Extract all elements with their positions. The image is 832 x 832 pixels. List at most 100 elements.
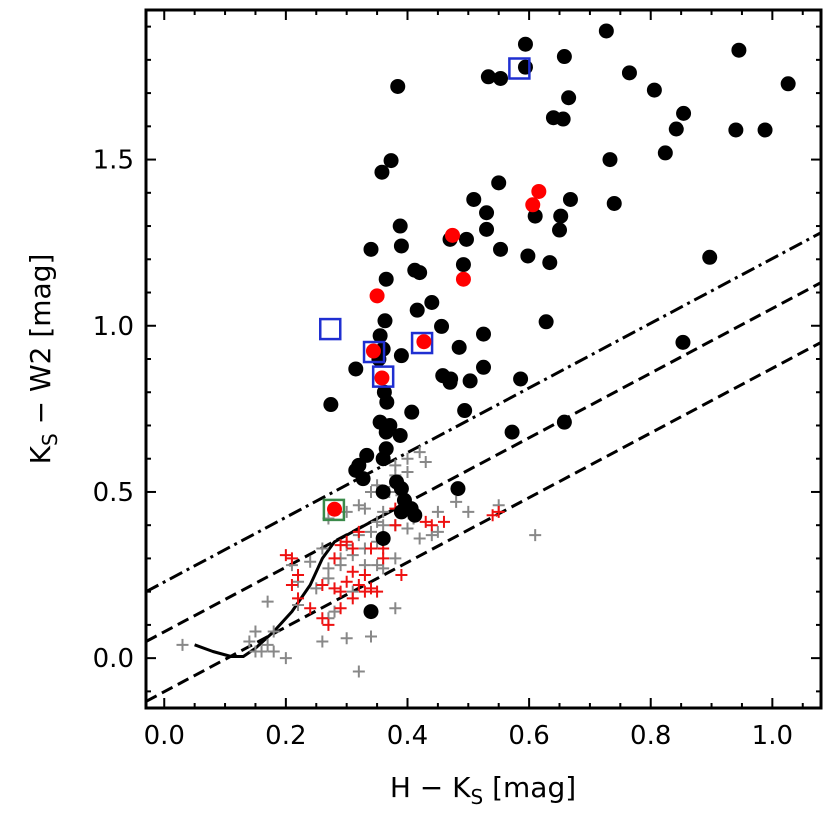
grey-crosses-point — [249, 625, 262, 638]
grey-crosses-point — [371, 515, 384, 528]
red-crosses-point — [486, 509, 499, 522]
black-sources-point — [476, 359, 491, 375]
y-tick-label: 1.0 — [93, 312, 134, 342]
red-crosses-point — [352, 525, 365, 538]
red-crosses-point — [389, 519, 402, 532]
grey-crosses-point — [365, 485, 377, 498]
black-sources-point — [731, 42, 747, 58]
black-sources-point — [323, 397, 339, 413]
red-crosses-point — [395, 569, 408, 582]
black-sources-point — [556, 49, 572, 65]
black-sources-point — [538, 314, 554, 330]
black-sources-point — [374, 164, 390, 180]
red-crosses-point — [334, 539, 347, 552]
black-sources-point — [455, 257, 471, 273]
grey-crosses-point — [401, 466, 414, 479]
black-sources-point — [491, 175, 507, 191]
y-axis-label: KS − W2 [mag] — [24, 254, 62, 465]
grey-crosses-point — [255, 645, 268, 658]
plot-frame — [144, 8, 823, 710]
grey-crosses-point — [389, 459, 402, 472]
x-axis-label-tail: [mag] — [483, 771, 576, 804]
black-sources-point — [451, 339, 467, 355]
black-sources-point — [553, 208, 569, 224]
grey-crosses-point — [389, 602, 402, 615]
black-sources-point — [393, 504, 409, 520]
blue-squared-sources-marker — [371, 365, 395, 388]
grey-crosses-point — [340, 505, 353, 518]
red-crosses-point — [365, 582, 377, 595]
grey-crosses-point — [358, 502, 371, 515]
black-sources-point — [479, 221, 495, 237]
black-sources-point — [383, 153, 399, 169]
red-crosses-point — [346, 565, 359, 578]
black-sources-point — [404, 404, 420, 420]
red-crosses-point — [316, 612, 329, 625]
black-sources-point — [466, 191, 482, 207]
red-crosses-point — [334, 602, 347, 615]
black-sources-point — [363, 241, 379, 257]
black-sources-point — [363, 604, 379, 620]
green-squared-source-marker — [322, 498, 346, 522]
black-sources-point — [702, 249, 718, 265]
black-sources-point — [780, 76, 796, 92]
red-crosses-point — [492, 505, 505, 518]
y-tick-label: 0.5 — [93, 478, 134, 508]
black-sources-point — [493, 70, 509, 86]
grey-crosses-point — [371, 559, 384, 572]
red-crosses-point — [437, 515, 450, 528]
black-sources-point — [457, 403, 473, 419]
black-sources-point — [462, 373, 478, 389]
black-sources-point — [646, 82, 662, 98]
red-crosses-point — [292, 569, 305, 582]
grey-crosses-point — [316, 635, 329, 648]
black-sources-point — [606, 195, 622, 211]
red-crosses-point — [279, 549, 292, 562]
black-sources-point — [379, 394, 395, 410]
black-sources-point — [676, 105, 692, 121]
red-crosses-point — [292, 592, 305, 605]
grey-crosses-point — [413, 446, 426, 459]
grey-crosses-point — [431, 525, 444, 538]
axis-ticks-layer — [146, 10, 821, 708]
red-sources-point — [525, 197, 541, 213]
red-sources-point — [531, 183, 547, 199]
grey-crosses-point — [261, 595, 274, 608]
black-sources-point — [458, 231, 474, 247]
x-axis-label-sub: S — [471, 785, 484, 809]
x-tick-label: 0.6 — [508, 721, 549, 751]
x-tick-label: 0.2 — [265, 721, 306, 751]
red-crosses-point — [328, 582, 341, 595]
line-dash-dot-reference — [146, 231, 821, 594]
y-tick-label: 1.5 — [93, 146, 134, 176]
data-points-layer — [176, 23, 796, 678]
red-crosses-point — [304, 602, 317, 615]
red-crosses-point — [334, 585, 347, 598]
red-crosses-point — [346, 542, 359, 555]
grey-crosses-point — [316, 542, 329, 555]
black-sources-point — [757, 122, 773, 138]
black-sources-point — [504, 424, 520, 440]
red-crosses-point — [365, 542, 377, 555]
blue-squared-sources-marker — [410, 331, 434, 355]
black-sources-point — [372, 328, 388, 344]
black-sources-point — [668, 121, 684, 137]
grey-crosses-point — [243, 635, 256, 648]
black-sources-point — [602, 152, 618, 168]
reference-lines-layer — [146, 231, 821, 703]
red-sources-point — [374, 370, 390, 386]
blue-squared-sources-marker — [508, 57, 531, 80]
red-crosses-point — [285, 552, 298, 565]
black-sources-point — [517, 36, 533, 52]
red-crosses-point — [316, 579, 329, 592]
black-sources-point — [407, 507, 423, 523]
red-sources-point — [365, 343, 381, 359]
grey-crosses-point — [389, 552, 402, 565]
red-sources-point — [444, 227, 460, 243]
grey-crosses-point — [529, 529, 542, 542]
black-sources-point — [728, 122, 744, 138]
red-sources-point — [416, 334, 432, 350]
red-crosses-point — [352, 579, 365, 592]
black-sources-point — [393, 348, 409, 364]
red-crosses-point — [358, 585, 371, 598]
